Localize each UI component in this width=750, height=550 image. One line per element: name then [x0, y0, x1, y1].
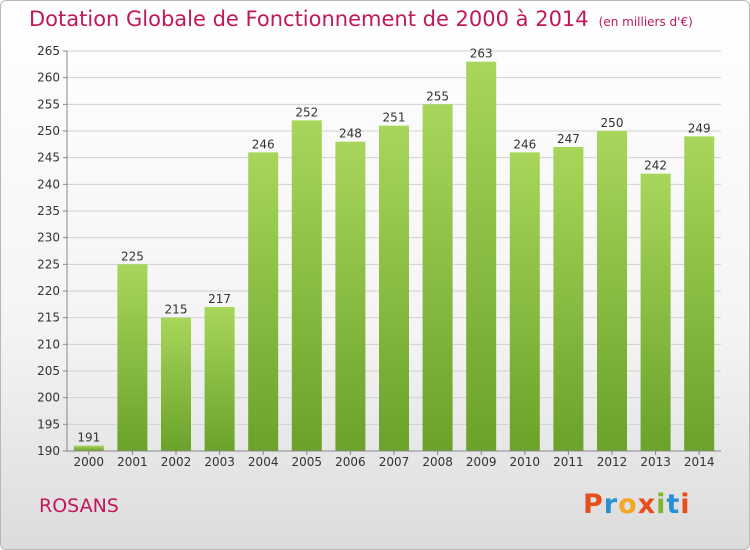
- x-tick-label: 2005: [292, 455, 323, 469]
- y-tick-label: 200: [37, 391, 60, 405]
- bar: [73, 445, 104, 451]
- bar: [422, 104, 453, 451]
- commune-name: ROSANS: [39, 495, 119, 517]
- data-label: 249: [688, 121, 711, 135]
- x-tick-label: 2003: [204, 455, 235, 469]
- y-tick-label: 210: [37, 337, 60, 351]
- x-tick-label: 2009: [466, 455, 497, 469]
- bar: [509, 152, 540, 452]
- bar: [640, 173, 671, 451]
- logo-letter: x: [637, 489, 657, 520]
- proxiti-logo[interactable]: Proxiti: [583, 489, 691, 520]
- bar: [204, 307, 235, 451]
- data-label: 252: [295, 105, 318, 119]
- bar: [684, 136, 715, 452]
- data-label: 246: [513, 137, 536, 151]
- y-tick-label: 205: [37, 364, 60, 378]
- bar: [597, 131, 627, 451]
- bar: [291, 120, 322, 451]
- data-label: 191: [77, 431, 100, 445]
- bar: [553, 147, 584, 451]
- logo-letter: P: [583, 489, 604, 520]
- x-tick-label: 2012: [597, 455, 628, 469]
- x-tick-label: 2001: [117, 455, 148, 469]
- bar: [466, 61, 497, 452]
- chart-subtitle: (en milliers d'€): [598, 15, 693, 29]
- y-tick-label: 260: [37, 71, 60, 85]
- logo-letter: r: [603, 489, 619, 520]
- data-label: 246: [252, 137, 275, 151]
- y-tick-label: 195: [37, 417, 60, 431]
- y-tick-label: 220: [37, 284, 60, 298]
- x-tick-label: 2000: [74, 455, 105, 469]
- logo-letter: i: [680, 489, 691, 520]
- data-label: 248: [339, 127, 362, 141]
- x-tick-label: 2011: [553, 455, 584, 469]
- axes: [66, 51, 721, 452]
- x-tick-label: 2004: [248, 455, 279, 469]
- y-tick-label: 240: [37, 177, 60, 191]
- y-tick-label: 190: [37, 444, 60, 458]
- bars: [73, 61, 715, 452]
- x-tick-label: 2006: [335, 455, 366, 469]
- x-tick-label: 2007: [379, 455, 410, 469]
- data-label: 247: [557, 132, 580, 146]
- data-label: 225: [121, 249, 144, 263]
- chart-title: Dotation Globale de Fonctionnement de 20…: [29, 7, 693, 31]
- bar: [379, 125, 409, 452]
- chart-title-text: Dotation Globale de Fonctionnement de 20…: [29, 7, 589, 31]
- y-tick-label: 255: [37, 97, 60, 111]
- x-tick-label: 2014: [684, 455, 715, 469]
- data-label: 215: [165, 303, 188, 317]
- x-tick-label: 2010: [510, 455, 541, 469]
- bar: [161, 317, 191, 451]
- data-labels: 191 225 215 217 246 252 248 251 255 263 246 247 250 2…: [77, 47, 710, 445]
- data-label: 250: [601, 116, 624, 130]
- y-tick-label: 250: [37, 124, 60, 138]
- x-axis-ticks: 2000 2001 2002 2003 2004 2005 2006 2007 2008 2009…: [74, 451, 715, 469]
- y-tick-label: 245: [37, 151, 60, 165]
- y-axis-ticks: 190 195 200 205 210 215 220 225 230 235 240 245 250 2…: [37, 44, 67, 458]
- x-tick-label: 2013: [640, 455, 671, 469]
- y-tick-label: 235: [37, 204, 60, 218]
- logo-letter: i: [656, 489, 667, 520]
- data-label: 255: [426, 89, 449, 103]
- data-label: 263: [470, 47, 493, 61]
- y-tick-label: 215: [37, 311, 60, 325]
- bar: [335, 141, 366, 451]
- data-label: 242: [644, 159, 667, 173]
- data-label: 251: [383, 111, 406, 125]
- x-tick-label: 2008: [422, 455, 453, 469]
- bar: [117, 264, 148, 451]
- bar: [248, 152, 279, 452]
- data-label: 217: [208, 292, 231, 306]
- y-tick-label: 225: [37, 257, 60, 271]
- logo-letter: o: [618, 489, 638, 520]
- y-tick-label: 230: [37, 231, 60, 245]
- logo-letter: t: [666, 489, 681, 520]
- y-tick-label: 265: [37, 44, 60, 58]
- x-tick-label: 2002: [161, 455, 192, 469]
